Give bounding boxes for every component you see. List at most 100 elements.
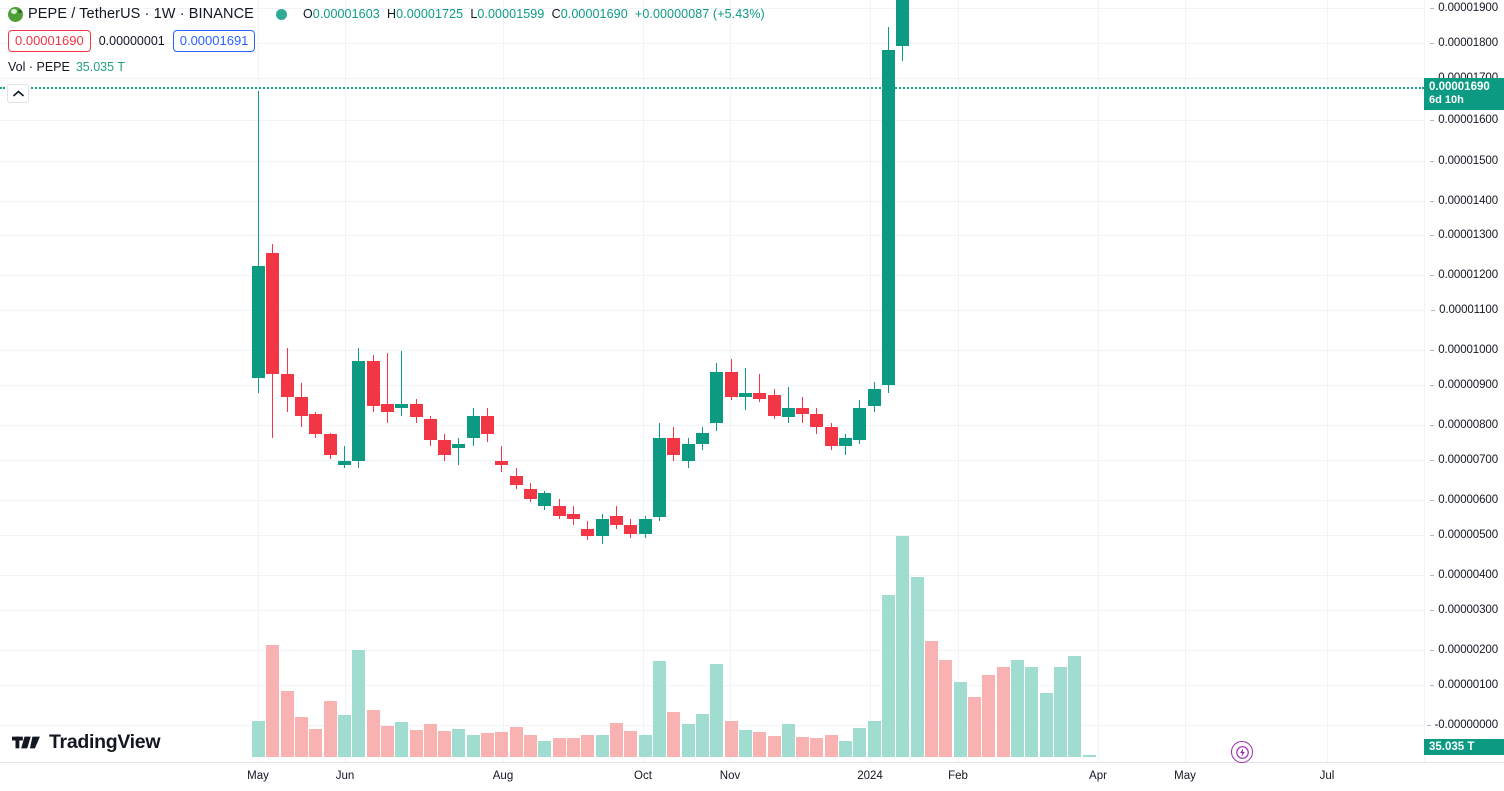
- chart-plot-area[interactable]: [0, 0, 1424, 762]
- price-tick: -0.00000000: [1426, 719, 1498, 731]
- tick-mark: [1430, 650, 1435, 651]
- candle-body: [681, 443, 695, 461]
- collapse-pane-button[interactable]: [7, 84, 29, 103]
- candle-body: [796, 408, 810, 414]
- gridline-horizontal: [0, 201, 1424, 202]
- candlestick: [452, 438, 466, 465]
- volume-bar: [738, 730, 752, 757]
- time-tick: 2024: [857, 770, 883, 782]
- candle-wick: [744, 368, 746, 410]
- tick-mark: [1426, 725, 1431, 726]
- tick-mark: [1430, 610, 1435, 611]
- candlestick: [252, 91, 265, 393]
- volume-bar: [681, 724, 695, 757]
- candle-body: [695, 432, 709, 444]
- volume-bar: [409, 730, 423, 757]
- gridline-vertical: [345, 0, 346, 762]
- volume-bar: [925, 640, 939, 757]
- gridline-vertical: [643, 0, 644, 762]
- candlestick: [395, 351, 409, 416]
- gridline-horizontal: [0, 650, 1424, 651]
- candle-wick: [458, 438, 460, 465]
- volume-bar: [423, 724, 437, 757]
- candlestick: [366, 355, 380, 412]
- time-tick: Jun: [335, 770, 355, 782]
- price-scale[interactable]: 0.000019000.000018000.000017000.00001600…: [1424, 0, 1504, 762]
- price-tick: 0.00000600: [1430, 494, 1498, 506]
- candlestick: [738, 368, 752, 410]
- candle-body: [509, 475, 523, 486]
- time-tick: Oct: [634, 770, 652, 782]
- candle-body: [380, 404, 394, 412]
- candlestick: [724, 358, 738, 401]
- tradingview-logo[interactable]: TradingView: [12, 731, 161, 754]
- price-tick: 0.00001100: [1431, 304, 1498, 316]
- candlestick: [509, 468, 523, 490]
- current-price-badge: 0.00001690 6d 10h: [1424, 78, 1504, 110]
- tick-mark: [1430, 350, 1435, 351]
- chevron-up-icon: [12, 90, 24, 97]
- candlestick: [652, 423, 666, 522]
- candle-body: [882, 49, 896, 386]
- candlestick: [610, 506, 623, 529]
- volume-bar: [724, 721, 738, 757]
- candle-body: [495, 460, 509, 465]
- volume-bar: [652, 661, 666, 757]
- candlestick: [581, 521, 595, 541]
- gridline-horizontal: [0, 275, 1424, 276]
- volume-bar: [968, 697, 981, 757]
- ask-price-button[interactable]: 0.00001691: [172, 30, 256, 52]
- candle-wick: [787, 387, 789, 424]
- volume-bar: [1068, 655, 1082, 757]
- volume-bar: [710, 664, 724, 757]
- volume-bar: [380, 726, 394, 757]
- candlestick: [882, 26, 896, 393]
- candlestick: [438, 434, 452, 461]
- candle-body: [352, 360, 366, 461]
- candle-body: [266, 253, 280, 375]
- candlestick: [423, 415, 437, 446]
- volume-bar: [266, 644, 280, 757]
- price-tick: 0.00001400: [1430, 195, 1498, 207]
- price-tick: 0.00000300: [1430, 604, 1498, 616]
- volume-bar: [953, 682, 967, 757]
- tick-mark: [1430, 43, 1435, 44]
- gridline-horizontal: [0, 460, 1424, 461]
- gridline-vertical: [1098, 0, 1099, 762]
- gridline-horizontal: [0, 43, 1424, 44]
- volume-bar: [982, 674, 996, 757]
- candlestick: [867, 381, 881, 412]
- candle-body: [309, 413, 323, 435]
- candle-body: [552, 506, 566, 516]
- current-volume-badge: 35.035 T: [1424, 739, 1504, 755]
- gridline-vertical: [870, 0, 871, 762]
- gridline-vertical: [1327, 0, 1328, 762]
- time-tick: May: [247, 770, 269, 782]
- candle-body: [767, 394, 781, 416]
- volume-bar: [252, 721, 265, 757]
- candle-body: [710, 372, 724, 424]
- volume-bar: [781, 724, 795, 757]
- volume-bar: [438, 730, 452, 757]
- tick-mark: [1430, 201, 1435, 202]
- bid-price-button[interactable]: 0.00001690: [8, 30, 91, 52]
- time-tick: May: [1174, 770, 1196, 782]
- tick-mark: [1430, 460, 1435, 461]
- time-tick: Jul: [1319, 770, 1335, 782]
- tick-mark: [1430, 425, 1435, 426]
- price-tick: 0.00001600: [1430, 114, 1498, 126]
- price-tick: 0.00000200: [1430, 644, 1498, 656]
- gridline-horizontal: [0, 425, 1424, 426]
- tradingview-mark-icon: [12, 736, 40, 749]
- candlestick: [352, 347, 366, 469]
- time-tick: Feb: [948, 770, 968, 782]
- time-tick: Apr: [1089, 770, 1107, 782]
- time-scale[interactable]: May Jun Aug Oct Nov 2024 Feb Apr May Jul: [0, 762, 1504, 791]
- candlestick: [781, 387, 795, 424]
- candle-body: [781, 408, 795, 418]
- candle-body: [724, 372, 738, 397]
- candlestick: [753, 374, 767, 403]
- lightning-bolt-icon[interactable]: [1231, 741, 1253, 763]
- candlestick: [595, 513, 609, 544]
